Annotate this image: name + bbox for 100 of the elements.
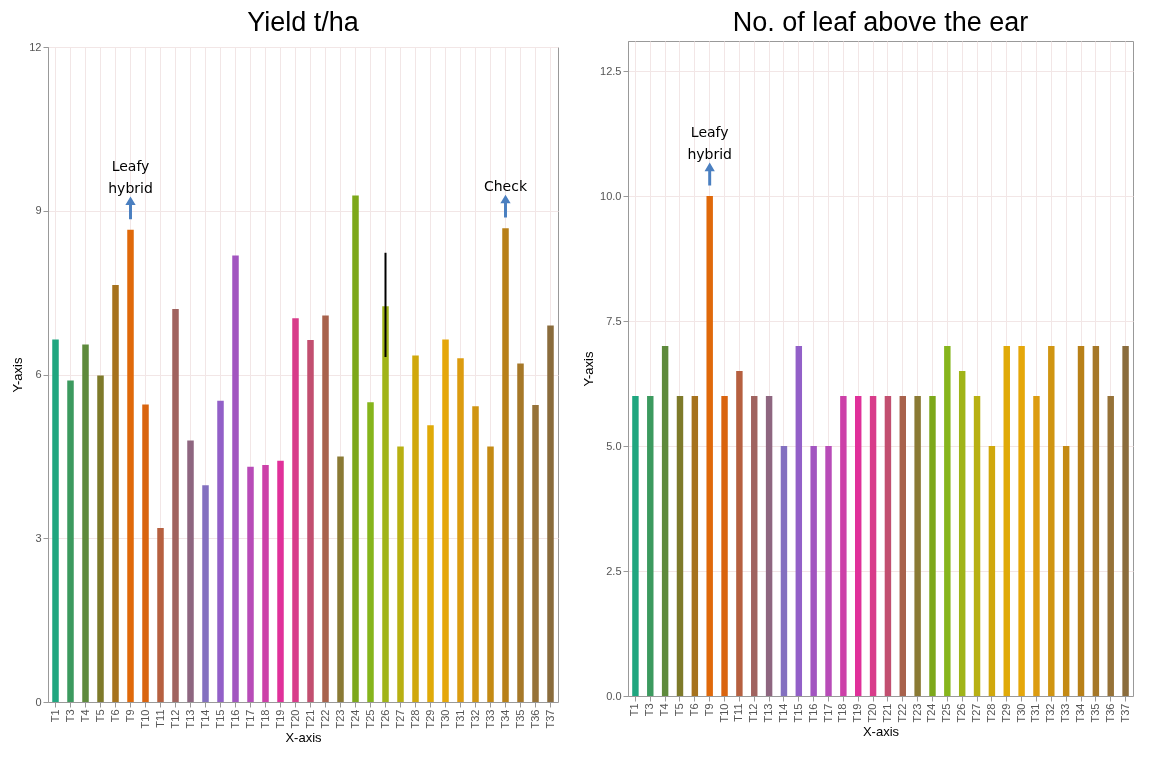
x-tick-label: T24 (348, 709, 361, 729)
x-tick-label: T35 (513, 709, 526, 729)
y-tick-label: 0.0 (606, 689, 622, 702)
bar (352, 195, 359, 702)
y-tick-label: 5.0 (606, 439, 622, 452)
x-tick-label: T27 (393, 709, 406, 729)
bar (517, 363, 524, 702)
x-tick-label: T36 (1103, 703, 1116, 723)
x-tick-label: T26 (378, 709, 391, 729)
x-tick-label: T28 (984, 703, 997, 723)
bar (1018, 346, 1025, 696)
y-tick-label: 12 (29, 40, 42, 53)
x-tick-label: T30 (438, 709, 451, 729)
bar (647, 396, 654, 696)
bar (1077, 346, 1085, 696)
x-tick-label: T31 (453, 709, 466, 729)
x-tick-label: T29 (423, 709, 436, 729)
bar (765, 396, 773, 696)
x-tick-label: T37 (1118, 703, 1131, 723)
chart-title: No. of leaf above the ear (732, 7, 1029, 37)
x-tick-label: T11 (153, 709, 166, 728)
bar (52, 339, 59, 702)
bar (247, 466, 254, 702)
y-tick-label: 3 (35, 531, 42, 544)
x-tick-label: T5 (93, 709, 106, 723)
x-axis-title: X-axis (862, 724, 900, 740)
bar (232, 255, 239, 702)
x-tick-label: T32 (468, 709, 481, 729)
annotation: Leafy hybrid (108, 157, 153, 196)
bar (217, 400, 224, 702)
x-tick-label: T27 (970, 703, 983, 723)
y-tick-label: 12.5 (600, 64, 622, 77)
bar (825, 446, 832, 696)
x-tick-label: T10 (717, 703, 730, 723)
bar (676, 396, 684, 696)
x-tick-label: T9 (702, 703, 715, 717)
annotation: Check (483, 178, 528, 195)
x-tick-label: T22 (895, 703, 908, 723)
x-tick-label: T16 (228, 709, 241, 729)
bar (840, 396, 847, 696)
x-tick-label: T12 (747, 703, 760, 723)
y-axis-title: Y-axis (10, 357, 26, 393)
bar (277, 460, 284, 702)
y-tick-label: 2.5 (606, 564, 622, 577)
x-tick-label: T16 (806, 703, 819, 723)
x-tick-label: T1 (628, 703, 641, 717)
bar (82, 344, 89, 702)
bar (721, 396, 728, 696)
bar (97, 375, 104, 702)
x-tick-label: T20 (288, 709, 301, 729)
x-tick-label: T33 (1059, 703, 1072, 723)
x-tick-label: T4 (78, 709, 91, 723)
bar (322, 315, 329, 702)
x-tick-label: T3 (643, 703, 656, 717)
bar (367, 402, 374, 702)
chart-title: Yield t/ha (247, 7, 360, 37)
bar (292, 318, 299, 702)
bar (944, 346, 951, 696)
x-tick-label: T35 (1088, 703, 1101, 723)
x-tick-label: T20 (866, 703, 879, 723)
x-tick-label: T17 (243, 709, 256, 729)
x-tick-label: T21 (880, 703, 893, 723)
bar (1107, 396, 1114, 696)
bar (157, 527, 164, 702)
x-tick-label: T17 (821, 703, 834, 723)
bar (487, 446, 494, 702)
bar (884, 396, 892, 696)
bar (973, 396, 981, 696)
bar (382, 306, 389, 702)
bar (1048, 346, 1055, 696)
x-tick-label: T37 (543, 709, 556, 729)
x-axis-title: X-axis (285, 730, 323, 746)
x-tick-label: T9 (123, 709, 136, 723)
bar (1122, 346, 1129, 696)
bar (1062, 446, 1070, 696)
bar (187, 440, 194, 702)
x-tick-label: T4 (658, 703, 671, 717)
bar (751, 396, 758, 696)
bar (1033, 396, 1040, 696)
y-tick-label: 7.5 (606, 314, 622, 327)
x-tick-label: T19 (851, 703, 864, 723)
x-tick-label: T23 (333, 709, 346, 729)
y-tick-label: 6 (35, 368, 42, 380)
x-tick-label: T5 (672, 703, 685, 717)
x-tick-label: T34 (1074, 703, 1087, 723)
x-tick-label: T3 (63, 709, 76, 723)
bar (810, 446, 817, 696)
x-tick-label: T12 (168, 709, 181, 729)
bar (661, 346, 669, 696)
x-tick-label: T13 (183, 709, 196, 729)
bar (502, 228, 509, 702)
bar (127, 229, 134, 702)
annotation: Leafy hybrid (687, 124, 732, 162)
x-tick-label: T6 (687, 703, 700, 717)
bar (337, 456, 344, 702)
x-tick-label: T25 (940, 703, 953, 723)
bar (397, 446, 404, 702)
bar (988, 446, 996, 696)
bar (1003, 346, 1010, 696)
bar (691, 396, 699, 696)
